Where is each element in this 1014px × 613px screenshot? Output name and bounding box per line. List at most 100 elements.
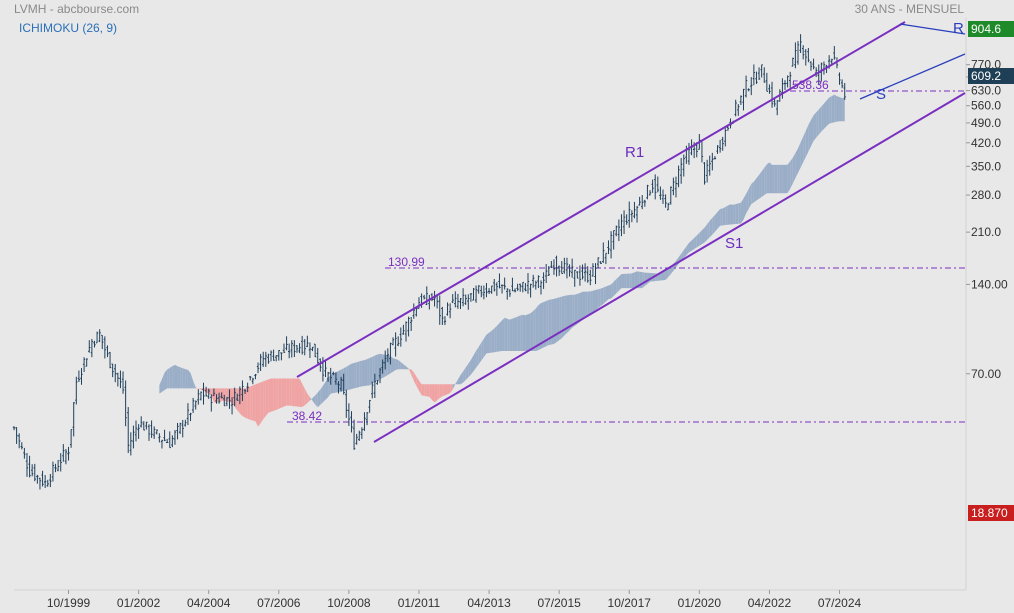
cloud-segment xyxy=(507,318,510,352)
cloud-segment xyxy=(574,293,578,326)
price-bar xyxy=(617,219,621,242)
cloud-segment xyxy=(312,395,316,405)
price-bar xyxy=(199,391,203,401)
cloud-segment xyxy=(195,387,199,389)
cloud-segment xyxy=(774,164,778,194)
short-channel-label-s: S xyxy=(876,86,886,103)
price-bar xyxy=(672,177,675,196)
price-bar xyxy=(555,255,558,277)
cloud-segment xyxy=(530,311,534,352)
price-bar xyxy=(350,411,353,433)
cloud-segment xyxy=(182,368,186,389)
cloud-segment xyxy=(660,271,663,281)
cloud-segment xyxy=(330,373,334,394)
cloud-segment xyxy=(836,96,840,122)
price-bar xyxy=(612,230,615,250)
price-bar xyxy=(38,477,42,490)
price-bar xyxy=(760,64,763,78)
x-tick-label: 10/2017 xyxy=(608,596,652,610)
cloud-segment xyxy=(398,359,401,370)
cloud-segment xyxy=(444,384,448,396)
cloud-segment xyxy=(400,362,404,370)
cloud-segment xyxy=(338,369,342,393)
price-bar xyxy=(630,210,634,223)
cloud-segment xyxy=(522,314,526,352)
cloud-segment xyxy=(504,317,508,352)
price-bar xyxy=(308,342,312,358)
price-bar xyxy=(114,363,117,383)
price-bar xyxy=(508,289,512,297)
price-bar xyxy=(789,71,792,88)
price-bar xyxy=(394,332,397,357)
price-bar xyxy=(609,231,613,259)
cloud-segment xyxy=(361,360,365,387)
price-bar xyxy=(703,162,706,185)
cloud-segment xyxy=(211,388,214,403)
cloud-segment xyxy=(281,378,284,408)
cloud-segment xyxy=(699,230,702,246)
cloud-segment xyxy=(691,238,695,251)
price-bar xyxy=(238,386,242,405)
cloud-segment xyxy=(512,317,516,352)
price-bar xyxy=(145,421,148,430)
cloud-segment xyxy=(823,100,827,129)
cloud-segment xyxy=(494,325,497,353)
price-bar xyxy=(33,463,36,482)
price-bar xyxy=(480,285,483,298)
price-bar xyxy=(88,340,91,353)
cloud-segment xyxy=(452,383,456,390)
cloud-segment xyxy=(735,203,739,224)
cloud-segment xyxy=(408,368,412,375)
price-bar xyxy=(638,196,641,206)
price-bar xyxy=(355,433,358,445)
price-bar xyxy=(755,71,758,84)
price-bar xyxy=(150,420,153,438)
price-bar xyxy=(137,424,140,439)
price-bar xyxy=(454,291,457,308)
price-bar xyxy=(280,352,283,361)
x-tick-label: 01/2011 xyxy=(398,596,441,610)
cloud-segment xyxy=(431,384,435,403)
cloud-segment xyxy=(579,291,583,322)
cloud-segment xyxy=(278,378,282,409)
price-bar xyxy=(285,336,288,351)
price-bar xyxy=(287,343,291,359)
cloud-segment xyxy=(663,270,666,281)
cloud-segment xyxy=(239,388,243,417)
x-tick-label: 04/2004 xyxy=(187,596,231,610)
cloud-segment xyxy=(803,130,806,163)
cloud-segment xyxy=(367,357,370,386)
price-bar xyxy=(750,77,753,96)
price-bar xyxy=(602,242,605,263)
cloud-segment xyxy=(642,272,645,289)
cloud-segment xyxy=(296,378,300,407)
cloud-segment xyxy=(369,356,373,386)
cloud-segment xyxy=(598,288,601,309)
cloud-segment xyxy=(834,94,837,123)
price-bar xyxy=(41,470,44,487)
cloud-segment xyxy=(294,378,297,407)
high-price-tag xyxy=(968,21,1014,37)
cloud-segment xyxy=(688,240,692,253)
price-bar xyxy=(272,349,275,361)
cloud-segment xyxy=(733,204,736,225)
price-bar xyxy=(303,339,306,356)
channel-upper-line xyxy=(296,21,906,378)
price-bar xyxy=(371,381,374,399)
cloud-segment xyxy=(481,338,484,361)
price-bar xyxy=(498,273,501,289)
price-bar xyxy=(643,199,647,207)
cloud-segment xyxy=(592,289,596,313)
cloud-segment xyxy=(351,362,355,390)
y-tick-label: 140.00 xyxy=(971,277,1008,291)
price-bar xyxy=(124,380,127,427)
price-bar xyxy=(734,99,737,117)
cloud-segment xyxy=(624,273,627,289)
price-bar xyxy=(539,280,543,295)
price-bar xyxy=(98,329,101,343)
price-bar xyxy=(184,419,187,427)
price-bar xyxy=(165,438,169,444)
price-bar xyxy=(659,186,662,200)
cloud-segment xyxy=(426,384,430,397)
